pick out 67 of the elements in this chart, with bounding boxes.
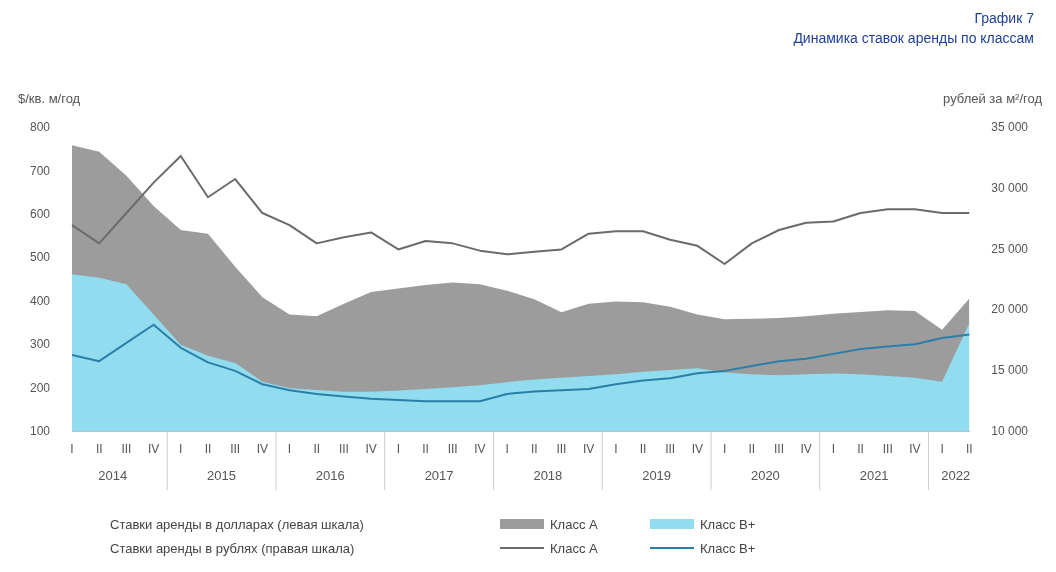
text: 2014 <box>98 468 128 484</box>
text: 2021 <box>859 468 889 484</box>
x-tick-label: III <box>447 442 458 457</box>
y2-tick-label: 15 000 <box>991 363 1029 378</box>
chart-subtitle: Динамика ставок аренды по классам <box>793 29 1034 48</box>
x-tick-label: III <box>338 442 349 457</box>
x-tick-label: II <box>422 442 429 457</box>
x-tick-label: IV <box>800 442 812 457</box>
y-tick-label: 200 <box>29 380 51 395</box>
y-tick-label: 400 <box>29 293 51 308</box>
y-tick-label: 500 <box>29 250 51 265</box>
y-tick-label: 300 <box>29 337 51 352</box>
x-tick-label: IV <box>909 442 921 457</box>
x-tick-label: IV <box>256 442 269 457</box>
y2-tick-label: 20 000 <box>991 302 1029 317</box>
x-tick-label: II <box>748 442 756 457</box>
x-tick-label: I <box>831 442 836 457</box>
legend-label: Класс В+ <box>700 516 756 532</box>
x-tick-label: I <box>722 442 727 457</box>
y-tick-label: 600 <box>29 207 51 222</box>
x-tick-label: III <box>121 442 132 457</box>
x-tick-label: II <box>639 442 647 457</box>
x-tick-label: I <box>505 442 509 457</box>
text: 2020 <box>750 468 780 484</box>
legend-label: Класс А <box>550 540 598 556</box>
x-tick-label: IV <box>691 442 704 457</box>
legend-label: Класс А <box>550 516 598 532</box>
x-tick-label: III <box>882 442 893 457</box>
x-tick-label: II <box>204 442 212 457</box>
text: 2022 <box>941 468 971 484</box>
legend-label: Класс В+ <box>700 540 756 556</box>
text: 2017 <box>424 468 454 484</box>
text: 2019 <box>642 468 672 484</box>
text: Ставки аренды в долларах (левая шкала) <box>110 516 365 532</box>
x-tick-label: II <box>95 442 103 457</box>
x-tick-label: III <box>556 442 567 457</box>
y-axis-title: $/кв. м/год <box>18 91 81 107</box>
y-tick-label: 700 <box>29 163 51 178</box>
x-tick-label: II <box>965 442 973 457</box>
x-tick-label: I <box>287 442 292 457</box>
x-tick-label: III <box>773 442 784 457</box>
x-tick-label: II <box>313 442 321 457</box>
x-tick-label: I <box>396 442 400 457</box>
x-tick-label: I <box>614 442 618 457</box>
y2-tick-label: 25 000 <box>991 241 1029 256</box>
y2-tick-label: 30 000 <box>991 181 1029 196</box>
text: 2018 <box>533 468 563 484</box>
x-tick-label: I <box>940 442 944 457</box>
x-tick-label: III <box>665 442 676 457</box>
text: 2016 <box>315 468 345 484</box>
y2-tick-label: 35 000 <box>991 120 1029 135</box>
x-tick-label: III <box>230 442 241 457</box>
y2-tick-label: 10 000 <box>991 423 1029 438</box>
x-tick-label: IV <box>147 442 160 457</box>
y-tick-label: 800 <box>29 120 51 135</box>
y2-axis-title: рублей за м²/год <box>943 91 1043 107</box>
y-tick-label: 100 <box>29 423 51 438</box>
x-tick-label: I <box>179 442 183 457</box>
x-tick-label: II <box>857 442 864 457</box>
text: Ставки аренды в рублях (правая шкала) <box>110 540 356 556</box>
x-tick-label: II <box>530 442 538 457</box>
x-tick-label: I <box>70 442 74 457</box>
x-tick-label: IV <box>365 442 377 457</box>
text: График 7 <box>973 9 1034 28</box>
x-tick-label: IV <box>582 442 595 457</box>
x-tick-label: IV <box>474 442 486 457</box>
text: 2015 <box>207 468 237 484</box>
